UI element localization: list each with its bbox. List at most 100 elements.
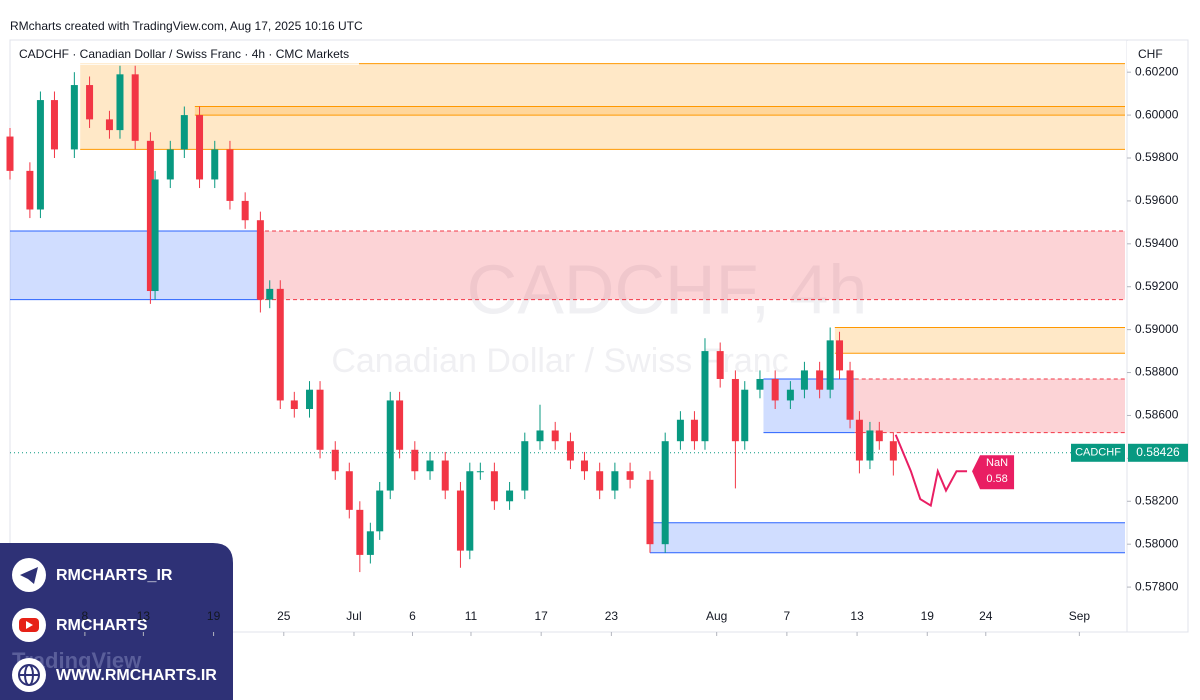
- candle-body: [690, 419, 698, 442]
- globe-meridian: [24, 664, 34, 686]
- candle-body: [105, 119, 113, 131]
- zone: [194, 106, 1125, 116]
- candle-body: [875, 430, 883, 442]
- x-tick-label: 17: [534, 609, 548, 623]
- x-tick-label: 8: [82, 609, 89, 623]
- forecast-label: NaN: [986, 457, 1008, 469]
- plot: NaN 0.58: [6, 63, 1126, 573]
- candle-body: [596, 471, 604, 491]
- candle-body: [476, 471, 484, 473]
- y-tick-label: 0.57800: [1135, 579, 1179, 593]
- candle-body: [306, 389, 314, 410]
- overlay-panel: [0, 543, 233, 700]
- candle-body: [386, 400, 394, 491]
- y-tick-label: 0.58200: [1135, 493, 1179, 507]
- y-tick-label: 0.60000: [1135, 107, 1179, 121]
- candle-body: [661, 441, 669, 545]
- y-tick-label: 0.59000: [1135, 322, 1179, 336]
- candle-body: [50, 100, 58, 150]
- candle-body: [521, 441, 529, 491]
- y-tick-label: 0.59600: [1135, 193, 1179, 207]
- candle-body: [411, 449, 419, 472]
- telegram-handle[interactable]: RMCHARTS_IR: [56, 567, 173, 584]
- symbol-tag-label: CADCHF: [1075, 447, 1121, 459]
- candle-body: [756, 378, 764, 390]
- candle-body: [290, 400, 298, 410]
- x-tick-label: 19: [207, 609, 221, 623]
- candle-body: [855, 419, 863, 461]
- candle-body: [256, 220, 264, 300]
- candle-body: [731, 378, 739, 442]
- candle-body: [626, 471, 634, 480]
- candle-body: [196, 115, 204, 180]
- candle-body: [166, 149, 174, 180]
- y-tick-label: 0.59200: [1135, 279, 1179, 293]
- candle-body: [566, 441, 574, 461]
- candle-body: [131, 74, 139, 141]
- currency: CHF: [1138, 47, 1163, 61]
- candle-body: [580, 460, 588, 472]
- candle-body: [441, 460, 449, 491]
- x-tick-label: Jul: [346, 609, 361, 623]
- youtube-handle[interactable]: RMCHARTS: [56, 617, 148, 634]
- x-tick-label: 23: [605, 609, 619, 623]
- candle-body: [826, 340, 834, 390]
- candle-body: [786, 389, 794, 401]
- candle-body: [716, 351, 724, 379]
- candle-body: [836, 340, 844, 371]
- candle-body: [396, 400, 404, 450]
- candle-body: [26, 170, 34, 210]
- candle-body: [741, 389, 749, 442]
- candle-body: [331, 449, 339, 472]
- x-tick-label: 19: [921, 609, 935, 623]
- candle-body: [646, 479, 654, 545]
- y-tick-label: 0.58000: [1135, 536, 1179, 550]
- candle-body: [146, 140, 154, 292]
- candle-body: [241, 200, 249, 221]
- zone: [10, 230, 259, 300]
- x-tick-label: 13: [137, 609, 151, 623]
- candle-body: [266, 288, 274, 300]
- candle-body: [116, 74, 124, 131]
- candle-body: [226, 149, 234, 201]
- candle-body: [551, 430, 559, 442]
- candle-body: [180, 115, 188, 150]
- candle-body: [466, 471, 474, 551]
- candle-body: [676, 419, 684, 442]
- candle-body: [356, 509, 364, 555]
- candle-body: [426, 460, 434, 472]
- candle-body: [316, 389, 324, 450]
- title-bg: [14, 45, 359, 65]
- watermark: CADCHF, 4h: [467, 250, 868, 328]
- candle-body: [36, 100, 44, 210]
- candle-body: [701, 351, 709, 442]
- youtube-play: [26, 621, 33, 629]
- social-overlay: TradingView RMCHARTS_IR RMCHARTS WWW.RMC…: [0, 543, 233, 700]
- candle-body: [536, 430, 544, 442]
- candle-body: [866, 430, 874, 461]
- candle-body: [889, 441, 897, 461]
- x-tick-label: Sep: [1069, 609, 1091, 623]
- candle-body: [276, 288, 284, 401]
- candle-body: [6, 136, 14, 171]
- watermark-subtitle: Canadian Dollar / Swiss Franc: [331, 342, 788, 380]
- candle-body: [611, 471, 619, 491]
- forecast-value-label: 0.58: [986, 473, 1007, 485]
- zone: [854, 378, 1125, 433]
- x-tick-label: 6: [409, 609, 416, 623]
- website[interactable]: WWW.RMCHARTS.IR: [56, 667, 217, 684]
- y-tick-label: 0.58600: [1135, 408, 1179, 422]
- candle-body: [376, 490, 384, 532]
- x-tick-label: Aug: [706, 609, 727, 623]
- chart-title: CADCHF · Canadian Dollar / Swiss Franc ·…: [19, 47, 349, 61]
- x-tick-label: 25: [277, 609, 291, 623]
- forecast-label-box: [972, 455, 1015, 490]
- candle-body: [151, 179, 159, 292]
- last-price-tag: [1128, 443, 1188, 462]
- candle-body: [86, 85, 94, 120]
- candle-body: [211, 149, 219, 180]
- x-tick-label: 24: [979, 609, 993, 623]
- zone: [258, 230, 1125, 300]
- zone: [763, 378, 855, 433]
